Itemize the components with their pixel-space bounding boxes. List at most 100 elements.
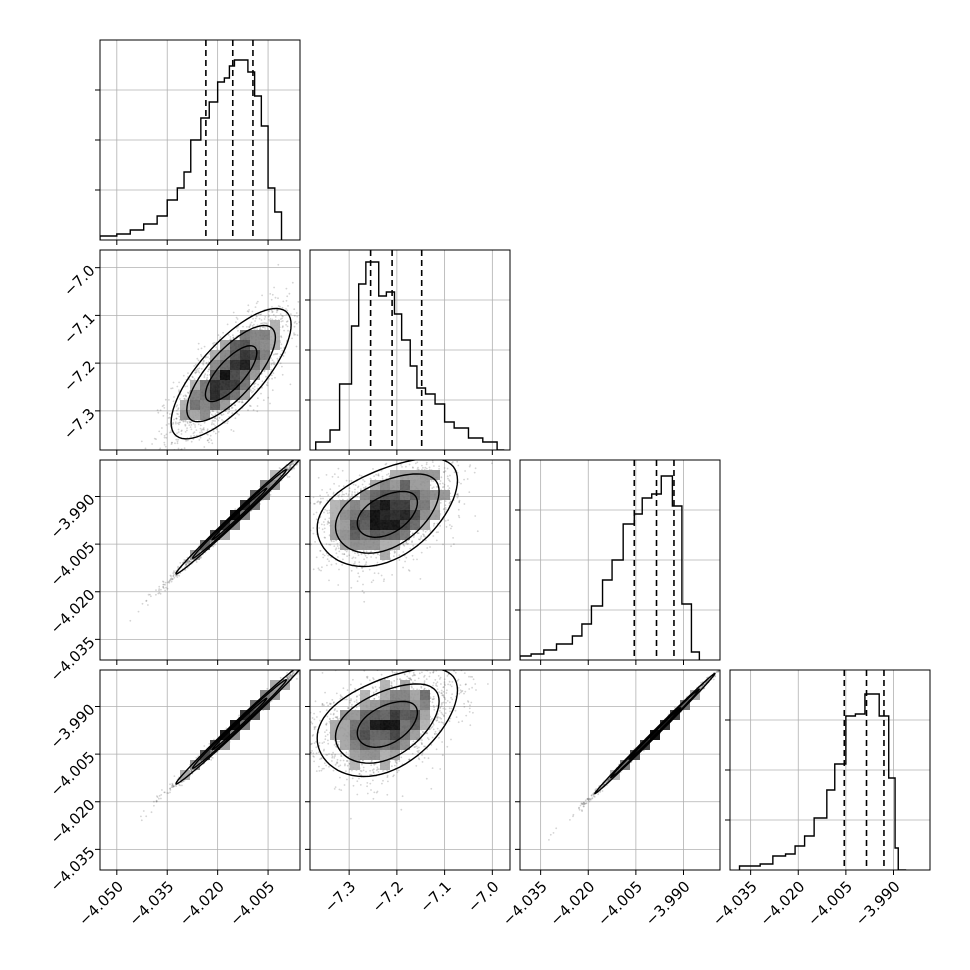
sample-point — [168, 580, 170, 583]
density-cell — [240, 360, 250, 370]
sample-point — [184, 563, 187, 566]
sample-point — [337, 476, 340, 478]
density-cell — [220, 340, 230, 350]
sample-point — [189, 560, 191, 563]
sample-point — [301, 310, 303, 312]
sample-point — [256, 410, 259, 413]
sample-point — [253, 385, 256, 388]
sample-point — [195, 371, 197, 374]
sample-point — [160, 588, 162, 591]
sample-point — [444, 511, 446, 513]
sample-point — [196, 368, 199, 370]
sample-point — [171, 441, 174, 444]
sample-point — [287, 468, 289, 471]
sample-point — [305, 573, 307, 575]
sample-point — [217, 411, 220, 414]
sample-point — [185, 455, 187, 457]
sample-point — [286, 469, 289, 471]
sample-point — [154, 471, 156, 473]
sample-point — [168, 399, 170, 401]
sample-point — [164, 589, 167, 592]
sample-point — [178, 423, 180, 426]
sample-point — [188, 420, 191, 423]
scatter-panel-0-1 — [99, 249, 318, 473]
sample-point — [211, 540, 214, 542]
sample-point — [312, 443, 314, 445]
sample-point — [457, 464, 460, 467]
sample-point — [234, 417, 237, 420]
density-cell — [220, 400, 230, 410]
sample-point — [200, 355, 203, 358]
density-cell — [180, 410, 190, 420]
sample-point — [457, 495, 460, 497]
sample-point — [190, 421, 192, 424]
sample-point — [402, 542, 405, 545]
sample-point — [295, 457, 297, 459]
sample-point — [259, 328, 261, 330]
sample-point — [282, 526, 284, 528]
sample-point — [288, 475, 291, 478]
sample-point — [197, 342, 200, 345]
sample-point — [158, 585, 161, 588]
sample-point — [302, 452, 304, 454]
sample-point — [185, 563, 188, 566]
sample-point — [291, 337, 293, 340]
sample-point — [259, 326, 262, 329]
sample-point — [274, 376, 276, 379]
sample-point — [216, 348, 219, 350]
sample-point — [432, 486, 435, 488]
sample-point — [186, 457, 188, 459]
sample-point — [186, 561, 189, 563]
sample-point — [176, 440, 179, 443]
sample-point — [253, 323, 255, 326]
sample-point — [420, 448, 422, 450]
sample-point — [212, 423, 215, 426]
sample-point — [293, 332, 295, 335]
sample-point — [285, 466, 288, 469]
sample-point — [254, 317, 257, 320]
sample-point — [210, 541, 213, 543]
sample-point — [256, 300, 259, 303]
sample-point — [232, 311, 235, 314]
sample-point — [268, 314, 270, 317]
sample-point — [172, 575, 175, 577]
sample-point — [175, 422, 177, 425]
sample-point — [296, 457, 298, 459]
density-cell — [220, 390, 230, 400]
sample-point — [300, 450, 302, 452]
sample-point — [179, 421, 182, 424]
sample-point — [316, 275, 318, 277]
sample-point — [272, 353, 275, 356]
sample-point — [360, 488, 362, 490]
sample-point — [175, 417, 178, 420]
sample-point — [286, 309, 289, 312]
sample-point — [212, 430, 215, 433]
sample-point — [195, 369, 198, 372]
sample-point — [288, 467, 291, 469]
contour-2 — [170, 307, 292, 440]
sample-point — [181, 419, 184, 422]
sample-point — [173, 396, 175, 398]
sample-point — [251, 310, 254, 313]
sample-point — [172, 400, 175, 403]
sample-point — [158, 589, 160, 592]
sample-point — [289, 465, 292, 467]
sample-point — [302, 309, 304, 311]
sample-point — [178, 381, 181, 384]
sample-point — [456, 493, 458, 495]
sample-point — [328, 428, 330, 430]
sample-point — [165, 436, 168, 439]
sample-point — [200, 429, 203, 432]
sample-point — [241, 400, 244, 403]
sample-point — [317, 567, 320, 570]
sample-point — [318, 569, 321, 571]
sample-point — [200, 556, 203, 559]
sample-point — [177, 407, 180, 409]
density-cell — [270, 320, 280, 330]
sample-point — [159, 592, 162, 595]
sample-point — [288, 292, 291, 295]
sample-point — [411, 466, 414, 469]
sample-point — [394, 453, 396, 455]
sample-point — [450, 545, 452, 548]
sample-point — [168, 423, 170, 425]
